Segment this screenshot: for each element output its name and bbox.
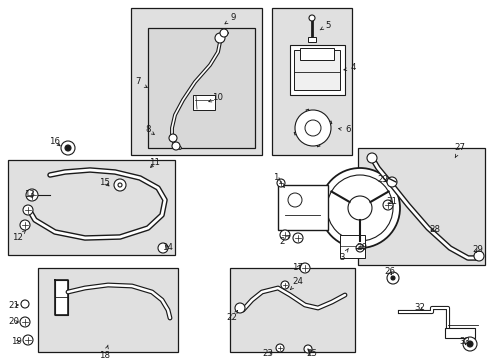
Text: 33: 33 [459,338,469,346]
Bar [193,95,215,110]
Bar [307,37,315,42]
Text: 1: 1 [273,174,284,187]
Circle shape [20,220,30,230]
Circle shape [462,337,476,351]
Text: 30: 30 [356,243,367,252]
Text: 27: 27 [453,144,465,158]
Circle shape [61,141,75,155]
Circle shape [220,29,227,37]
Text: 13: 13 [24,190,36,199]
Bar [293,50,339,90]
Text: 26: 26 [384,267,395,276]
Circle shape [23,335,33,345]
Text: 29: 29 [377,175,387,184]
Text: 11: 11 [149,158,160,167]
Bar [131,8,262,155]
Bar [278,185,327,230]
Text: 32: 32 [414,303,425,312]
Bar [38,268,178,352]
Text: 3: 3 [339,248,347,262]
Text: 4: 4 [343,63,355,72]
Circle shape [21,300,29,308]
Circle shape [473,251,483,261]
Circle shape [23,205,33,215]
Bar [271,8,351,155]
Text: 28: 28 [428,225,440,234]
Text: 10: 10 [208,94,223,103]
Text: 22: 22 [226,311,237,323]
Circle shape [347,196,371,220]
Circle shape [281,281,288,289]
Circle shape [355,244,363,252]
Circle shape [172,142,180,150]
Text: 29: 29 [471,246,483,255]
Circle shape [292,233,303,243]
Circle shape [390,276,394,280]
Circle shape [276,179,285,187]
Bar [299,48,333,60]
Circle shape [299,263,309,273]
Circle shape [114,179,126,191]
Text: 18: 18 [99,345,110,360]
Circle shape [386,272,398,284]
Circle shape [308,15,314,21]
Circle shape [275,344,284,352]
Text: 8: 8 [145,126,154,135]
Text: 6: 6 [338,126,350,135]
Text: 2: 2 [279,235,289,247]
Circle shape [326,175,392,241]
Bar [289,45,345,95]
Circle shape [366,153,376,163]
Circle shape [65,145,71,151]
Bar [55,280,68,315]
Circle shape [466,341,472,347]
Circle shape [319,168,399,248]
Text: 24: 24 [290,278,303,289]
Circle shape [215,33,224,43]
Text: 31: 31 [386,198,397,207]
Circle shape [304,345,311,353]
Circle shape [386,177,396,187]
Text: 16: 16 [49,138,61,147]
Circle shape [169,134,177,142]
Text: 9: 9 [224,13,235,24]
Circle shape [287,193,302,207]
Circle shape [382,200,392,210]
Text: 19: 19 [11,338,21,346]
Text: 25: 25 [306,348,317,357]
Text: 14: 14 [162,243,173,252]
Circle shape [20,317,30,327]
Text: 23: 23 [262,350,273,359]
Bar [339,235,364,258]
Text: 21: 21 [8,301,20,310]
Bar [8,160,175,255]
Text: 15: 15 [99,179,110,188]
Text: 20: 20 [8,318,20,327]
Circle shape [235,303,244,313]
Circle shape [280,230,289,240]
Circle shape [118,183,122,187]
Circle shape [158,243,168,253]
Bar [357,148,484,265]
Bar [229,268,354,352]
Circle shape [26,189,38,201]
Text: 5: 5 [320,21,330,30]
Circle shape [294,110,330,146]
Text: 17: 17 [292,264,303,273]
Circle shape [305,120,320,136]
Text: 12: 12 [13,230,25,243]
Bar [444,328,474,338]
Bar [148,28,254,148]
Text: 7: 7 [135,77,147,87]
